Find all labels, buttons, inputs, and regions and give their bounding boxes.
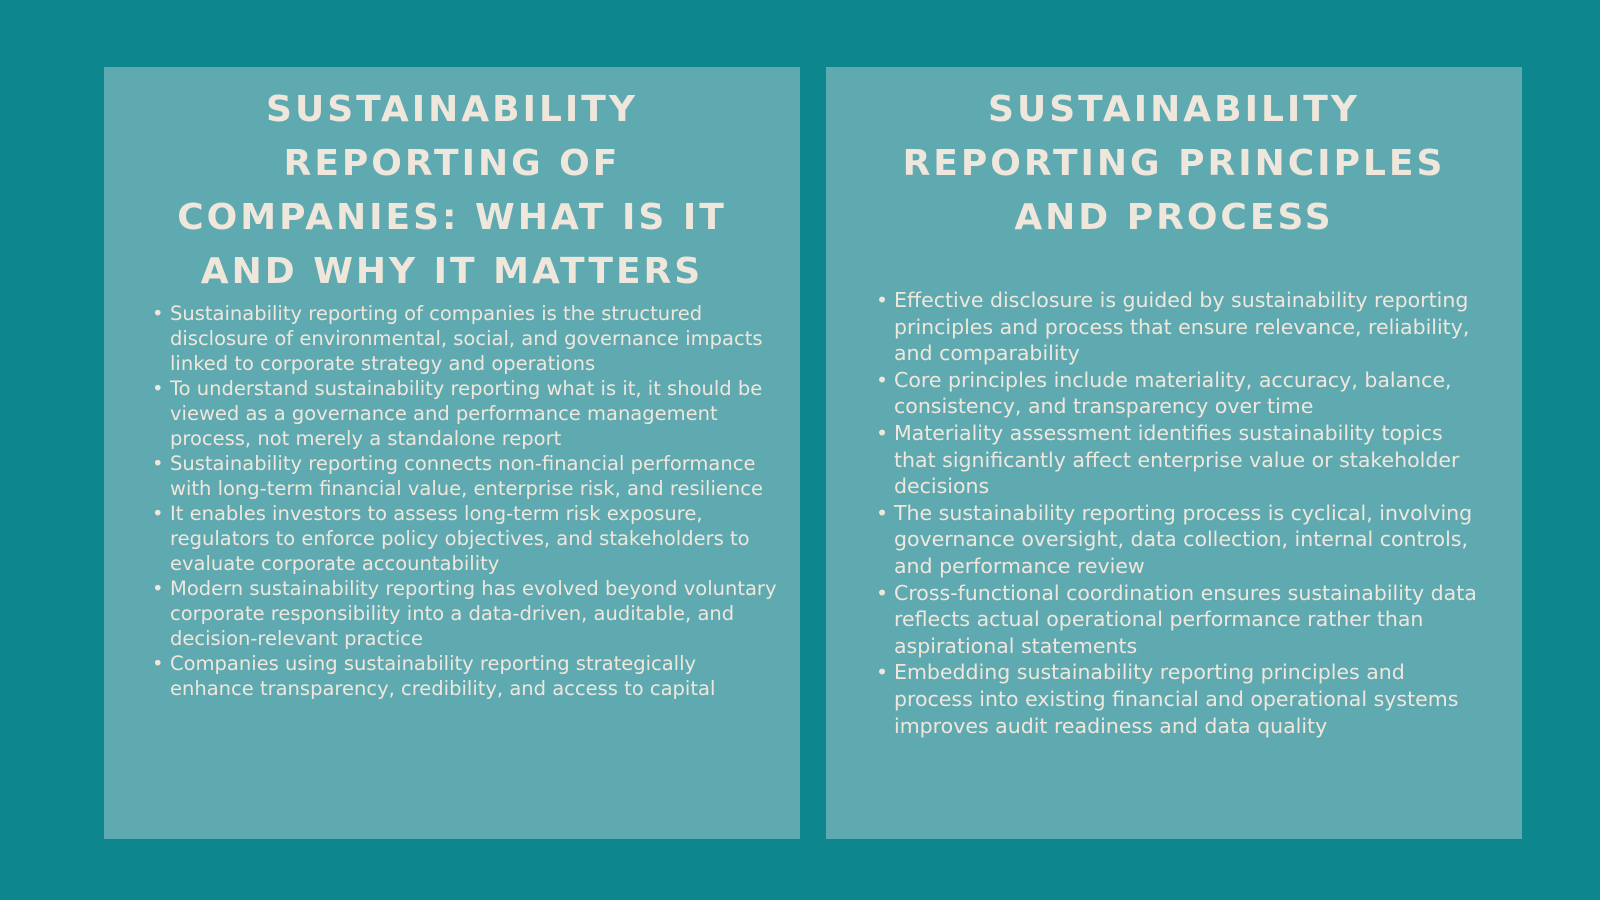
left-panel: Sustainability Reporting of Companies: W… bbox=[104, 67, 800, 839]
list-item: Effective disclosure is guided by sustai… bbox=[876, 287, 1482, 367]
list-item: The sustainability reporting process is … bbox=[876, 500, 1482, 580]
left-bullet-list: Sustainability reporting of companies is… bbox=[104, 301, 800, 701]
list-item: Core principles include materiality, acc… bbox=[876, 367, 1482, 420]
list-item: It enables investors to assess long-term… bbox=[152, 501, 778, 576]
right-panel-title: Sustainability Reporting Principles and … bbox=[902, 89, 1446, 238]
list-item: Companies using sustainability reporting… bbox=[152, 651, 778, 701]
list-item: Materiality assessment identifies sustai… bbox=[876, 420, 1482, 500]
list-item: Embedding sustainability reporting princ… bbox=[876, 659, 1482, 739]
list-item: To understand sustainability reporting w… bbox=[152, 376, 778, 451]
left-panel-title: Sustainability Reporting of Companies: W… bbox=[177, 89, 727, 292]
list-item: Cross-functional coordination ensures su… bbox=[876, 580, 1482, 660]
list-item: Modern sustainability reporting has evol… bbox=[152, 576, 778, 651]
right-panel: Sustainability Reporting Principles and … bbox=[826, 67, 1522, 839]
list-item: Sustainability reporting connects non-fi… bbox=[152, 451, 778, 501]
right-bullet-list: Effective disclosure is guided by sustai… bbox=[826, 287, 1522, 739]
list-item: Sustainability reporting of companies is… bbox=[152, 301, 778, 376]
